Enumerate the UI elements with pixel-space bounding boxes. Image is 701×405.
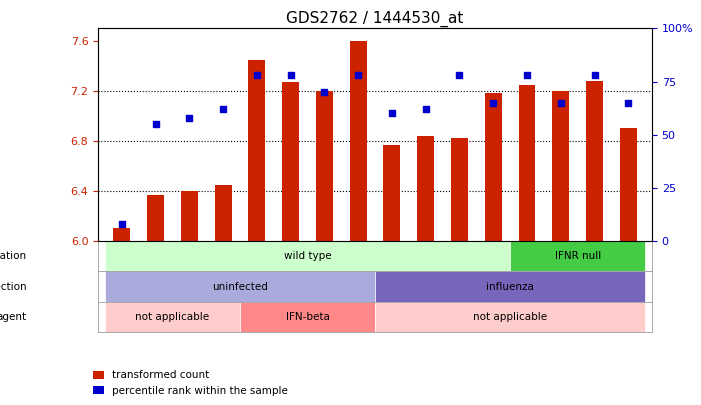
Bar xyxy=(620,128,637,241)
Point xyxy=(319,89,330,96)
Bar xyxy=(147,195,164,241)
Bar xyxy=(417,136,434,241)
Bar xyxy=(215,185,231,241)
Point xyxy=(589,72,600,78)
Y-axis label: genotype/variation: genotype/variation xyxy=(0,251,26,261)
Point xyxy=(116,221,128,227)
Point xyxy=(251,72,262,78)
Bar xyxy=(383,145,400,241)
FancyBboxPatch shape xyxy=(105,271,375,302)
Point xyxy=(420,106,431,112)
Bar xyxy=(248,60,265,241)
Point xyxy=(217,106,229,112)
Point xyxy=(386,110,397,117)
Text: uninfected: uninfected xyxy=(212,281,268,292)
Bar xyxy=(586,81,603,241)
FancyBboxPatch shape xyxy=(510,241,645,271)
Point xyxy=(150,121,161,127)
FancyBboxPatch shape xyxy=(375,302,645,332)
Point xyxy=(184,114,195,121)
Text: IFNR null: IFNR null xyxy=(554,251,601,261)
Point xyxy=(353,72,364,78)
Text: IFN-beta: IFN-beta xyxy=(285,312,329,322)
Point xyxy=(522,72,533,78)
Y-axis label: infection: infection xyxy=(0,281,26,292)
Point xyxy=(488,100,499,106)
Bar xyxy=(316,91,333,241)
Point xyxy=(285,72,297,78)
Bar xyxy=(552,91,569,241)
Bar xyxy=(181,191,198,241)
FancyBboxPatch shape xyxy=(375,271,645,302)
Text: wild type: wild type xyxy=(284,251,332,261)
FancyBboxPatch shape xyxy=(240,302,375,332)
Text: not applicable: not applicable xyxy=(473,312,547,322)
Bar xyxy=(451,139,468,241)
Bar xyxy=(350,41,367,241)
Text: not applicable: not applicable xyxy=(135,312,210,322)
Bar xyxy=(114,228,130,241)
Title: GDS2762 / 1444530_at: GDS2762 / 1444530_at xyxy=(286,11,464,27)
Bar xyxy=(519,85,536,241)
Legend: transformed count, percentile rank within the sample: transformed count, percentile rank withi… xyxy=(89,366,292,400)
Point xyxy=(454,72,465,78)
Point xyxy=(555,100,566,106)
FancyBboxPatch shape xyxy=(105,302,240,332)
Text: influenza: influenza xyxy=(486,281,534,292)
Bar xyxy=(485,94,502,241)
FancyBboxPatch shape xyxy=(105,241,510,271)
Point xyxy=(622,100,634,106)
Y-axis label: agent: agent xyxy=(0,312,26,322)
Bar xyxy=(283,82,299,241)
